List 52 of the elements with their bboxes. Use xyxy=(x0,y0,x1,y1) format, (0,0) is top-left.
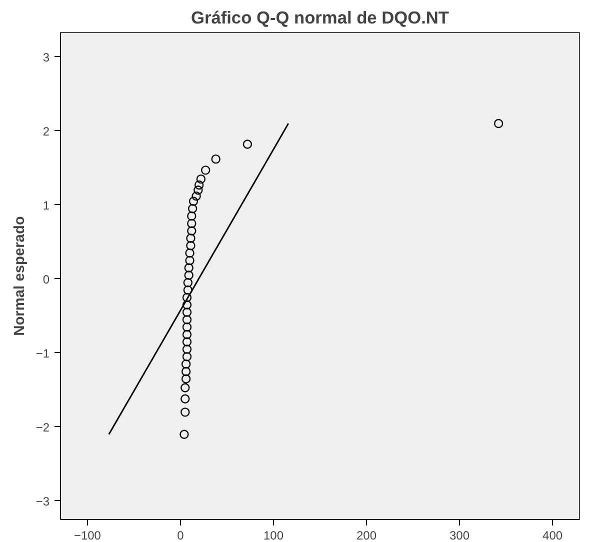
point xyxy=(183,285,193,295)
point xyxy=(181,374,191,384)
point xyxy=(187,211,196,221)
point xyxy=(180,408,190,417)
point xyxy=(196,174,206,184)
point xyxy=(186,234,196,243)
point xyxy=(180,383,190,392)
point xyxy=(182,352,192,362)
point xyxy=(194,180,204,190)
point xyxy=(181,366,191,376)
chart-title: Gráfico Q-Q normal de DQO.NT xyxy=(190,8,450,28)
point xyxy=(181,359,191,369)
y-tick-label: 3 xyxy=(42,50,50,64)
y-tick-label: 1 xyxy=(42,198,50,212)
point xyxy=(184,263,194,272)
point xyxy=(182,337,192,346)
x-tick-label: 0 xyxy=(177,528,184,542)
x-tick-label: 100 xyxy=(263,528,284,542)
point xyxy=(185,256,194,266)
point xyxy=(192,191,201,201)
point xyxy=(194,186,203,195)
point xyxy=(182,330,192,340)
point xyxy=(187,218,196,228)
point xyxy=(180,394,190,404)
point xyxy=(494,118,504,128)
point xyxy=(187,226,196,236)
point xyxy=(182,308,192,317)
point xyxy=(186,241,196,250)
point xyxy=(185,248,194,258)
y-tick-label: 2 xyxy=(42,124,50,138)
point xyxy=(200,166,210,175)
x-tick-label: −100 xyxy=(74,528,102,542)
point xyxy=(188,204,198,214)
x-tick-label: 300 xyxy=(450,528,470,542)
y-tick-label: −3 xyxy=(36,494,50,508)
y-tick-label: −1 xyxy=(36,346,50,360)
point xyxy=(242,140,252,149)
point xyxy=(182,344,192,354)
y-axis-title: Normal esperado xyxy=(12,216,28,336)
point xyxy=(182,292,192,302)
point xyxy=(188,196,198,206)
x-tick-label: 400 xyxy=(542,528,563,542)
point xyxy=(184,270,194,280)
y-tick-label: −2 xyxy=(36,420,50,434)
point xyxy=(182,315,192,324)
point xyxy=(183,278,193,288)
point xyxy=(182,300,192,310)
x-tick-label: 200 xyxy=(356,528,377,542)
point xyxy=(211,154,220,164)
y-tick-label: 0 xyxy=(42,272,50,286)
point xyxy=(182,322,192,332)
point xyxy=(180,430,189,439)
